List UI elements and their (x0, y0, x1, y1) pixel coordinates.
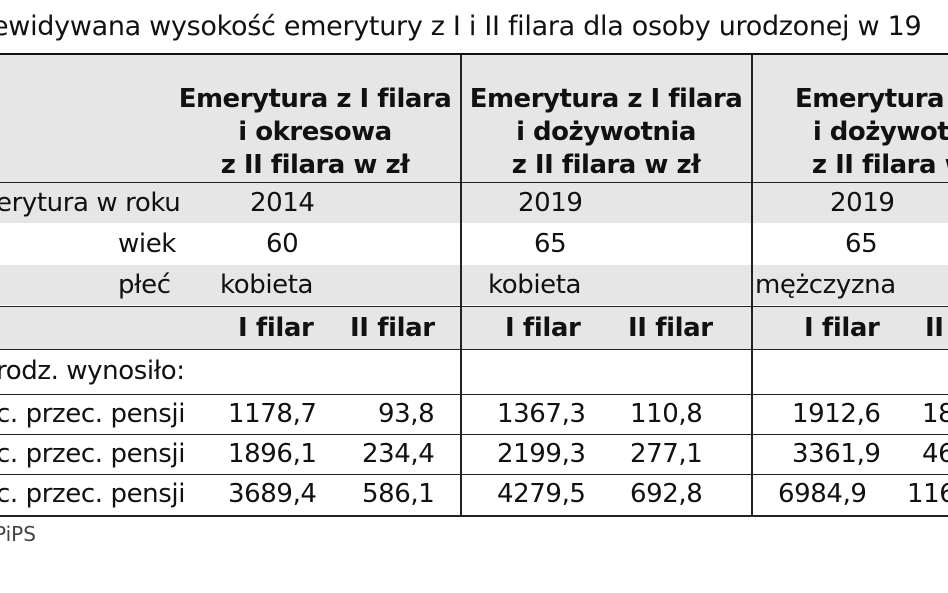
cell-value: 46 (922, 439, 948, 469)
cell-age-3: 65 (845, 229, 878, 259)
row-label: c. przec. pensji (0, 399, 186, 429)
cell-value: 692,8 (630, 479, 703, 509)
row-label-sex: płeć (118, 270, 171, 300)
grid-line (0, 182, 948, 183)
row-label-age: wiek (118, 229, 176, 259)
grid-line (0, 394, 948, 395)
cell-value: 3689,4 (228, 479, 317, 509)
column-header-band: Emerytura z I filara i okresowa z II fil… (0, 55, 948, 182)
table-row-sex: płeć kobieta kobieta mężczyzna (0, 265, 948, 305)
cell-value: 116 (907, 479, 948, 509)
cell-value: 277,1 (630, 439, 703, 469)
cell-year-1: 2014 (250, 188, 315, 218)
table-row-pillars: I filar II filar I filar II filar I fila… (0, 307, 948, 349)
cell-pillar-5: I filar (804, 313, 880, 343)
column-header-3: Emerytura z I i dożywotn z II filara w (795, 84, 948, 180)
table-row: c. przec. pensji 3689,4 586,1 4279,5 692… (0, 475, 948, 515)
cell-value: 18 (922, 399, 948, 429)
column-divider (460, 55, 462, 515)
table-title: ewidywana wysokość emerytury z I i II fi… (0, 0, 948, 55)
cell-value: 1912,6 (792, 399, 881, 429)
cell-year-2: 2019 (518, 188, 583, 218)
cell-value: 6984,9 (778, 479, 867, 509)
cell-pillar-6: II (925, 313, 944, 343)
cell-sex-1: kobieta (220, 270, 314, 300)
cell-age-1: 60 (266, 229, 299, 259)
cell-value: 110,8 (630, 399, 703, 429)
cell-value: 586,1 (362, 479, 435, 509)
cell-value: 93,8 (378, 399, 435, 429)
grid-line (0, 434, 948, 435)
grid-line (0, 515, 948, 517)
cell-pillar-1: I filar (238, 313, 314, 343)
table-row-section: rodz. wynosiło: (0, 350, 948, 394)
row-label-year: erytura w roku (0, 188, 181, 218)
cell-age-2: 65 (534, 229, 567, 259)
cell-pillar-4: II filar (628, 313, 713, 343)
cell-value: 4279,5 (497, 479, 586, 509)
cell-value: 1367,3 (497, 399, 586, 429)
cell-sex-2: kobieta (488, 270, 582, 300)
cell-value: 234,4 (362, 439, 435, 469)
row-label: c. przec. pensji (0, 439, 186, 469)
column-header-1: Emerytura z I filara i okresowa z II fil… (178, 84, 452, 180)
cell-value: 1178,7 (228, 399, 317, 429)
grid-line (0, 349, 948, 350)
cell-year-3: 2019 (830, 188, 895, 218)
cell-value: 3361,9 (792, 439, 881, 469)
cell-pillar-2: II filar (350, 313, 435, 343)
section-label: rodz. wynosiło: (0, 356, 185, 386)
table-row-year: erytura w roku 2014 2019 2019 (0, 183, 948, 223)
table-row-age: wiek 60 65 65 (0, 224, 948, 264)
grid-line (0, 474, 948, 475)
grid-line (0, 306, 948, 307)
row-label: c. przec. pensji (0, 479, 186, 509)
cell-value: 2199,3 (497, 439, 586, 469)
cell-value: 1896,1 (228, 439, 317, 469)
table-row: c. przec. pensji 1896,1 234,4 2199,3 277… (0, 435, 948, 475)
column-divider (751, 55, 753, 515)
column-header-2: Emerytura z I filara i dożywotnia z II f… (469, 84, 743, 180)
cell-pillar-3: I filar (505, 313, 581, 343)
cell-sex-3: mężczyzna (755, 270, 896, 300)
table-row: c. przec. pensji 1178,7 93,8 1367,3 110,… (0, 395, 948, 435)
source-note: PiPS (0, 522, 36, 546)
